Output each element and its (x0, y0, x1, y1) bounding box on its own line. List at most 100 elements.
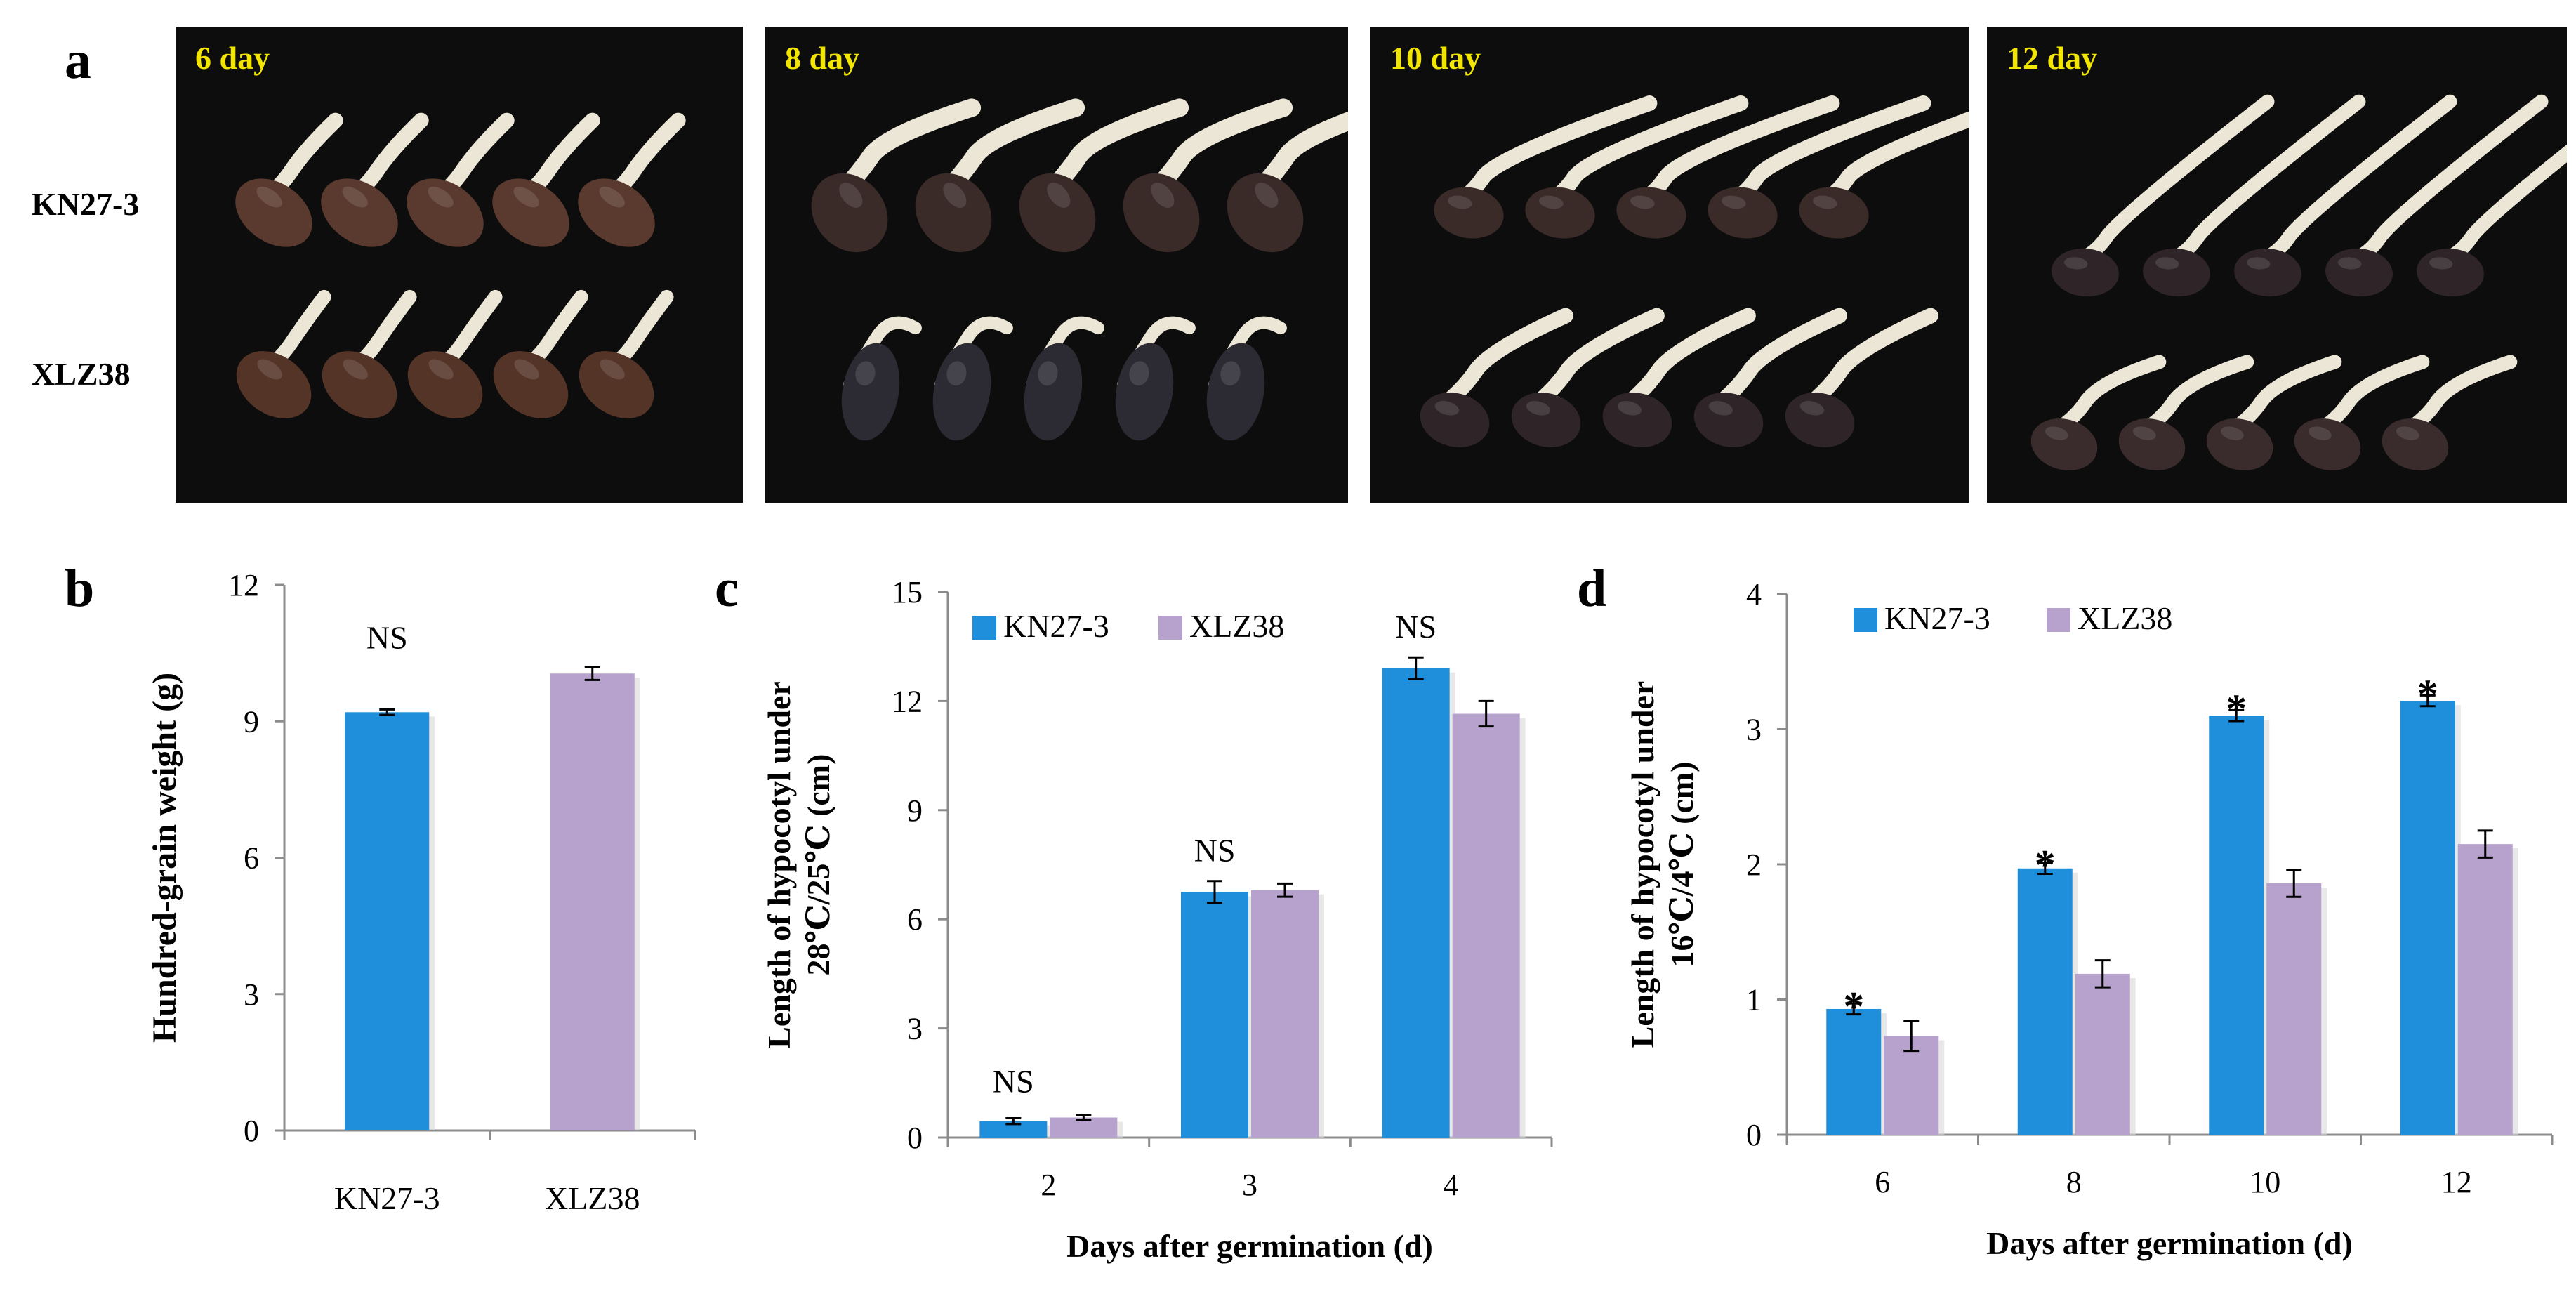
bar-xlz38 (550, 673, 635, 1130)
seedling (1434, 95, 1658, 239)
bar-kn27-3 (2017, 868, 2073, 1135)
seed-highlight (2220, 426, 2244, 440)
seed (1602, 393, 1672, 447)
seed-highlight (600, 359, 625, 380)
seed-highlight (256, 186, 282, 208)
seed (1019, 173, 1096, 253)
y-tick-label: 9 (907, 793, 923, 828)
seed-highlight (2337, 257, 2362, 270)
seed-highlight (513, 186, 539, 208)
seed-highlight (599, 186, 625, 208)
seed (915, 173, 992, 253)
seedling-photo-12-day (2030, 94, 2567, 470)
seedling (915, 98, 1085, 253)
seed (407, 178, 484, 247)
photo-12-day: 12 day (1987, 27, 2567, 503)
y-axis-label: Hundred-grain weight (g) (146, 673, 183, 1043)
seed (321, 178, 398, 247)
significance-ns: NS (366, 620, 408, 656)
seedling (492, 112, 600, 247)
legend-label: XLZ38 (1189, 608, 1284, 644)
seedling (2234, 94, 2457, 297)
day-label-6: 6 day (195, 40, 270, 76)
seed (2030, 418, 2098, 470)
seedling (578, 112, 686, 247)
seed-highlight (1047, 182, 1071, 208)
bar-kn27-3 (1382, 668, 1450, 1138)
seedling (236, 289, 331, 418)
seedling (2030, 355, 2167, 470)
seed-highlight (257, 359, 282, 380)
seedling (1123, 98, 1293, 253)
legend-label: KN27-3 (1884, 600, 1990, 636)
bar-kn27-3 (1826, 1008, 1882, 1135)
legend-label: XLZ38 (2078, 600, 2172, 636)
x-axis-label: Days after germination (d) (1066, 1228, 1433, 1264)
significance-star: * (2417, 671, 2438, 718)
y-tick-label: 0 (907, 1121, 923, 1155)
seed (407, 351, 483, 418)
seedling (2143, 94, 2366, 297)
x-tick-label: 10 (2250, 1165, 2280, 1199)
seed-highlight (1220, 361, 1241, 386)
bar-kn27-3 (2400, 701, 2455, 1135)
seedling (1799, 111, 1969, 239)
seed-highlight (428, 186, 454, 208)
bar-xlz38 (1251, 890, 1319, 1138)
seed (2294, 418, 2361, 470)
seedling-photo-6-day (235, 112, 686, 418)
seedling (1019, 98, 1189, 253)
seedling (2118, 355, 2254, 470)
seed (841, 343, 900, 441)
legend-label: KN27-3 (1003, 608, 1109, 644)
seed (1693, 393, 1764, 447)
chart-c-hypocotyl-28-25: 0 3 6 9 12 15 2 3 4 KN27-3 XLZ38 NS NS NS Length of hy… (761, 575, 1553, 1264)
significance-ns: NS (1194, 832, 1236, 868)
seedling (407, 112, 515, 247)
seedling (2206, 355, 2342, 470)
x-tick-label: 4 (1444, 1168, 1459, 1202)
row-label-xlz38: XLZ38 (32, 356, 131, 392)
y-tick-label: 3 (244, 977, 259, 1012)
seed-highlight (1813, 195, 1837, 209)
y-axis-label: Length of hypocotyl under (761, 681, 797, 1048)
seed (2382, 418, 2449, 470)
seed (1708, 187, 1778, 239)
seed-highlight (2396, 426, 2419, 440)
y-axis-label: 16℃/4℃ (cm) (1664, 762, 1700, 968)
significance-ns: NS (1395, 609, 1436, 645)
y-tick-label: 4 (1746, 577, 1762, 612)
significance-star: * (2035, 841, 2056, 888)
sprout (2148, 94, 2366, 272)
panel-label-a: a (65, 31, 91, 90)
bar-kn27-3 (979, 1121, 1048, 1138)
sprout (2240, 94, 2457, 272)
y-tick-label: 2 (1746, 848, 1762, 882)
seed-highlight (514, 359, 539, 380)
seedling (1785, 308, 1938, 447)
panel-label-c: c (715, 559, 739, 618)
seedling (1227, 111, 1348, 253)
seed (1024, 343, 1083, 441)
seed-highlight (855, 361, 876, 386)
seed-highlight (1526, 401, 1551, 416)
y-tick-label: 9 (244, 704, 259, 739)
x-tick-label: KN27-3 (334, 1180, 440, 1216)
seedling (2382, 355, 2518, 470)
seedling (321, 112, 429, 247)
y-tick-label: 3 (907, 1012, 923, 1046)
seed-highlight (342, 186, 368, 208)
seed-highlight (343, 359, 368, 380)
row-label-kn27: KN27-3 (32, 186, 140, 222)
legend-swatch-xlz38 (2047, 608, 2070, 632)
day-label-12: 12 day (2007, 40, 2098, 76)
y-tick-label: 15 (892, 575, 923, 609)
seed (492, 178, 569, 247)
seed (1420, 393, 1490, 447)
seed (1799, 187, 1869, 239)
y-axis-label: 28℃/25℃ (cm) (800, 754, 836, 976)
bar-xlz38 (2266, 883, 2322, 1135)
seed (932, 343, 991, 441)
seedling (1693, 308, 1847, 447)
